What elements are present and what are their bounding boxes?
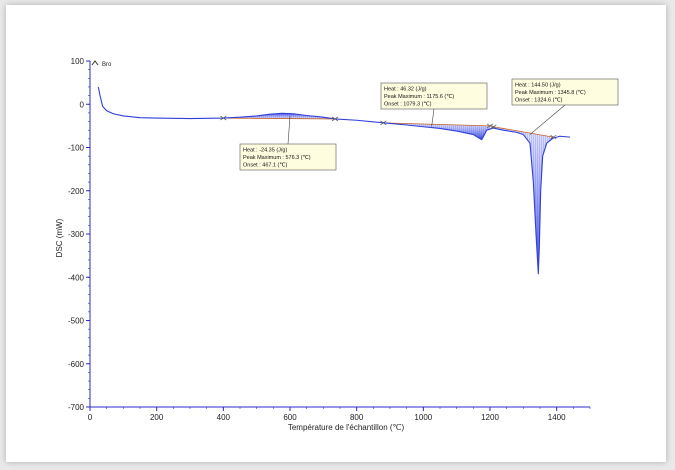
annotation-leader — [529, 104, 566, 135]
peak-area — [493, 126, 554, 274]
peak-limit-marker — [331, 116, 339, 122]
annotation-text: Peak Maximum : 1345.8 (℃) — [515, 90, 586, 96]
peak-areas — [223, 113, 554, 274]
annotation-text: Heat : -24.35 (J/g) — [243, 148, 287, 154]
x-tick-label: 1000 — [414, 413, 432, 422]
series-lines — [97, 86, 571, 275]
y-tick-label: -600 — [68, 360, 85, 369]
series-line — [97, 86, 571, 275]
annotation-text: Peak Maximum : 1175.6 (℃) — [384, 94, 454, 100]
y-tick-label: 100 — [71, 57, 85, 66]
x-tick-label: 600 — [283, 413, 297, 422]
x-tick-label: 1200 — [481, 413, 499, 422]
annotation-leader — [287, 115, 291, 145]
y-tick-label: 0 — [80, 100, 85, 109]
peak-limit-marker — [550, 134, 557, 140]
x-tick-label: 800 — [350, 413, 364, 422]
chart-card: 100 0 -100 -200 -300 -400 -500 -600 -700 0 200 400 6… — [6, 5, 666, 462]
annotation-box — [380, 82, 488, 110]
annotation-box — [511, 78, 619, 106]
peak-baseline — [493, 126, 554, 138]
annotation-text: Heat : 46.32 (J/g) — [384, 87, 427, 93]
y-tick-label: -300 — [68, 230, 85, 239]
x-tick-label: 200 — [150, 413, 164, 422]
annotation-text: Heat : 144.50 (J/g) — [515, 83, 561, 89]
annotation-box — [239, 143, 337, 171]
y-tick-label: -700 — [68, 403, 85, 412]
y-tick-label: -100 — [68, 144, 85, 153]
peak-baseline — [383, 122, 491, 127]
peak-limit-marker — [220, 115, 227, 121]
peak-annotation: Heat : -24.35 (J/g)Peak Maximum : 576.3 … — [239, 115, 337, 171]
x-tick-label: 0 — [88, 413, 93, 422]
peak-markers — [220, 115, 557, 140]
peak-annotation: Heat : 46.32 (J/g)Peak Maximum : 1175.6 … — [380, 82, 488, 127]
annotation-text: Onset : 467.1 (℃) — [243, 163, 288, 169]
collapse-chevron-icon[interactable] — [91, 60, 99, 66]
annotations: Heat : -24.35 (J/g)Peak Maximum : 576.3 … — [239, 78, 619, 171]
peak-limit-marker — [380, 120, 387, 126]
peak-limit-marker — [490, 124, 497, 130]
y-axis-title: DSC (mW) — [55, 218, 64, 257]
x-axis-title: Température de l'échantillon (℃) — [288, 423, 405, 432]
x-tick-label: 1400 — [548, 413, 566, 422]
y-tick-label: -500 — [68, 317, 85, 326]
annotation-text: Peak Maximum : 576.3 (℃) — [243, 155, 311, 161]
peak-annotation: Heat : 144.50 (J/g)Peak Maximum : 1345.8… — [511, 78, 619, 135]
baselines — [223, 117, 554, 138]
x-tick-label: 400 — [217, 413, 231, 422]
legend-entry: Bro — [102, 62, 112, 68]
legend: Bro — [91, 60, 112, 68]
annotation-text: Onset : 1324.6 (℃) — [515, 98, 563, 104]
y-tick-label: -400 — [68, 273, 85, 282]
y-tick-label: -200 — [68, 187, 85, 196]
peak-baseline — [223, 117, 336, 120]
annotation-leader — [431, 108, 435, 127]
annotation-text: Onset : 1079.3 (℃) — [384, 102, 432, 108]
